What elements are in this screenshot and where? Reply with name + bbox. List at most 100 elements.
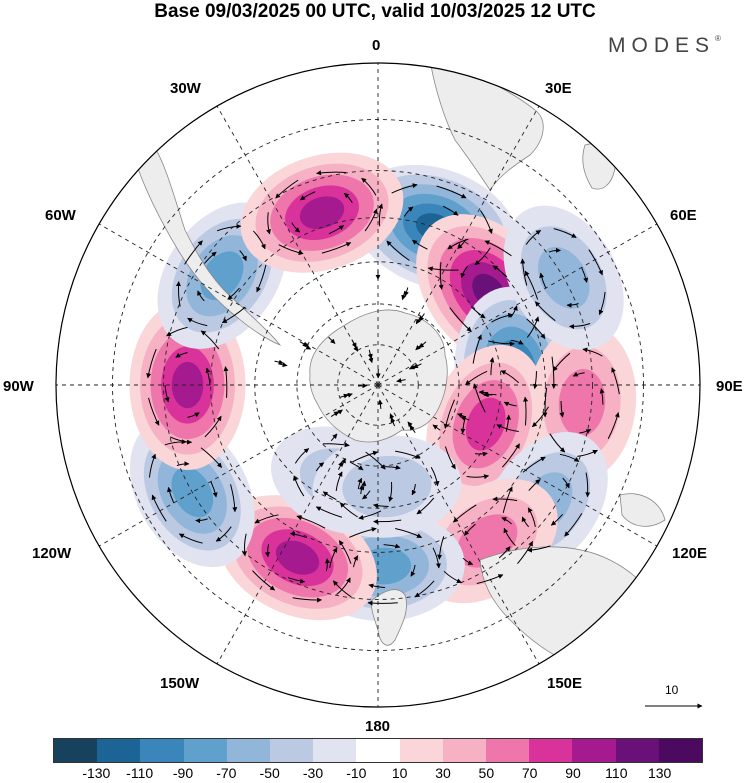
- map-border: [55, 62, 701, 708]
- lon-label-120w: 120W: [32, 545, 72, 562]
- wind-arrow-123: [187, 412, 200, 418]
- wind-arrow-127: [223, 366, 229, 398]
- wind-arrow-124: [164, 384, 170, 403]
- brand-name: MODES: [608, 34, 716, 57]
- wind-arrow-162: [358, 510, 382, 520]
- anomaly-contour-9-4: [275, 540, 320, 575]
- colorbar-label-9: 50: [478, 765, 495, 781]
- wind-arrow-43: [607, 412, 620, 440]
- wind-arrow-68: [562, 477, 570, 489]
- wind-arrow-90: [410, 564, 416, 577]
- wind-arrow-115: [200, 447, 223, 468]
- colorbar-label-12: 110: [605, 765, 628, 781]
- wind-arrow-52: [553, 228, 577, 238]
- wind-arrow-148: [364, 208, 378, 232]
- wind-arrow-201: [482, 392, 493, 398]
- lon-label-90w: 90W: [3, 378, 34, 395]
- wind-arrow-165: [357, 477, 363, 490]
- vector-reference-arrow: [645, 703, 703, 709]
- wind-arrow-100: [289, 531, 308, 539]
- wind-arrow-117: [215, 526, 232, 542]
- wind-arrow-84: [492, 496, 518, 502]
- wind-arrow-168: [372, 503, 389, 509]
- wind-arrow-38: [549, 433, 566, 453]
- wind-arrow-119: [151, 494, 167, 522]
- wind-arrow-82: [437, 536, 445, 560]
- wind-arrow-91: [368, 583, 386, 589]
- wind-arrow-149: [321, 242, 352, 254]
- wind-arrow-7: [378, 203, 383, 227]
- wind-arrow-152: [275, 179, 299, 199]
- wind-arrow-156: [362, 490, 371, 500]
- colorbar-swatch-4: [226, 739, 271, 762]
- wind-arrow-51: [525, 230, 542, 245]
- wind-arrow-47: [581, 267, 589, 283]
- wind-arrow-27: [472, 383, 486, 413]
- wind-arrow-59: [466, 474, 490, 480]
- brand-logo: MODES®: [608, 34, 721, 58]
- wind-arrow-141: [184, 240, 203, 265]
- wind-arrow-3: [442, 205, 459, 216]
- wind-arrow-125: [166, 326, 188, 337]
- wind-arrow-88: [353, 555, 359, 568]
- wind-arrow-6: [386, 240, 410, 261]
- wind-arrow-85: [527, 507, 536, 527]
- colorbar-swatch-9: [442, 739, 487, 762]
- wind-arrow-12: [470, 306, 486, 319]
- wind-arrow-60: [444, 446, 456, 470]
- colorbar-swatch-5: [270, 739, 314, 762]
- wind-arrow-69: [550, 513, 564, 526]
- wind-arrow-31: [551, 356, 557, 389]
- latitude-circle-40s: [163, 170, 593, 600]
- wind-arrow-50: [520, 258, 528, 286]
- lon-label-60e: 60E: [670, 207, 697, 224]
- wind-arrow-208: [412, 363, 422, 369]
- colorbar-swatch-6: [313, 739, 357, 762]
- wind-arrow-106: [338, 540, 352, 564]
- meridian-120: [377, 384, 658, 547]
- wind-arrow-86: [517, 540, 534, 565]
- wind-arrow-81: [443, 570, 462, 584]
- wind-arrow-54: [598, 291, 606, 315]
- wind-arrow-151: [266, 212, 271, 235]
- wind-arrow-62: [465, 370, 488, 386]
- colorbar-swatch-14: [658, 739, 703, 762]
- meridian-240: [98, 384, 379, 547]
- wind-arrow-109: [252, 570, 276, 591]
- wind-vectors: [146, 170, 620, 606]
- wind-arrow-116: [230, 484, 238, 513]
- wind-arrow-144: [328, 225, 345, 235]
- wind-arrow-80: [498, 546, 511, 559]
- wind-arrow-163: [315, 506, 343, 518]
- wind-arrow-73: [559, 453, 580, 462]
- lon-label-90e: 90E: [716, 378, 743, 395]
- colorbar-swatch-7: [356, 739, 400, 762]
- wind-arrow-164: [292, 475, 305, 497]
- wind-arrow-169: [335, 471, 343, 492]
- wind-arrow-171: [395, 450, 421, 459]
- wind-arrow-97: [367, 600, 398, 606]
- wind-arrow-143: [343, 192, 353, 204]
- wind-arrow-131: [146, 348, 157, 379]
- wind-arrow-25: [533, 371, 538, 390]
- wind-arrow-17: [449, 307, 472, 332]
- wind-arrow-133: [227, 287, 240, 300]
- wind-arrow-193: [396, 378, 406, 383]
- wind-arrow-129: [169, 436, 193, 445]
- wind-arrow-45: [539, 272, 547, 289]
- colorbar-swatch-3: [183, 739, 227, 762]
- wind-arrow-137: [256, 264, 267, 293]
- wind-arrow-15: [526, 316, 540, 338]
- wind-arrow-161: [388, 481, 394, 502]
- wind-arrow-79: [501, 517, 512, 525]
- map-title: Base 09/03/2025 00 UTC, valid 10/03/2025…: [154, 1, 596, 22]
- wind-arrow-37: [577, 449, 598, 457]
- wind-arrow-210: [390, 417, 396, 427]
- wind-arrow-53: [588, 249, 603, 276]
- lon-label-0: 0: [372, 37, 381, 54]
- wind-arrow-105: [296, 515, 326, 529]
- wind-arrow-175: [339, 502, 358, 518]
- wind-arrow-195: [377, 399, 383, 409]
- wind-arrow-102: [287, 577, 306, 584]
- wind-arrow-13: [460, 265, 468, 279]
